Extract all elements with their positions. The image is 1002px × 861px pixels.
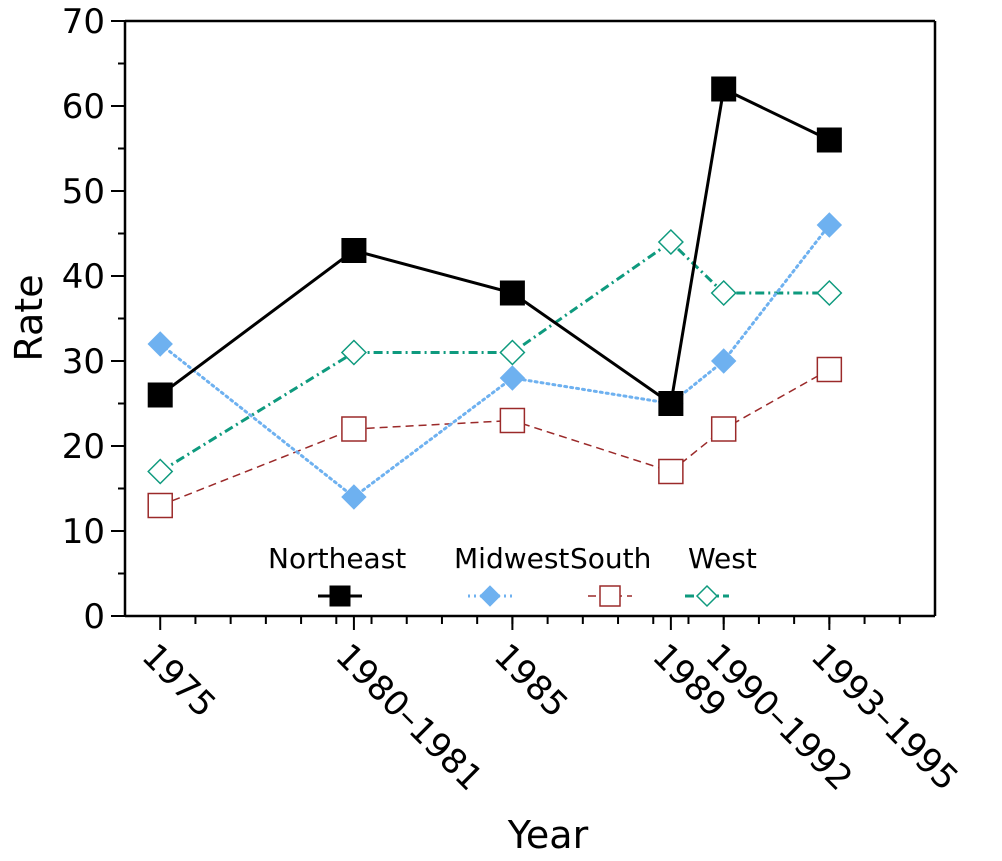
series-line xyxy=(159,240,830,473)
y-tick-label: 50 xyxy=(62,172,105,212)
legend-label-south: South xyxy=(570,542,651,575)
x-tick-label: 1985 xyxy=(486,636,575,725)
data-point xyxy=(711,76,737,102)
series-west xyxy=(147,228,843,485)
series-line xyxy=(158,223,831,499)
data-point xyxy=(329,585,351,607)
y-tick-label: 10 xyxy=(62,512,105,552)
legend-label-northeast: Northeast xyxy=(268,542,406,575)
data-point xyxy=(147,382,173,408)
series-line xyxy=(159,368,830,507)
y-axis-ticks: 0 10 20 30 40 50 60 70 xyxy=(62,2,125,637)
y-tick-label: 70 xyxy=(62,2,105,42)
series-line xyxy=(159,86,830,407)
data-point xyxy=(147,492,173,519)
data-point xyxy=(657,228,684,256)
data-point xyxy=(499,407,526,434)
data-point xyxy=(499,280,525,306)
series-group xyxy=(147,76,843,519)
data-point xyxy=(710,279,737,307)
x-tick-label: 1980–1981 xyxy=(328,636,491,799)
data-point xyxy=(816,356,843,383)
axes xyxy=(123,19,937,618)
y-tick-label: 30 xyxy=(62,342,105,382)
x-tick-label: 1975 xyxy=(134,636,223,725)
y-tick-label: 20 xyxy=(62,427,105,467)
legend-label-midwest: Midwest xyxy=(454,542,569,575)
data-point xyxy=(658,391,684,416)
data-point xyxy=(499,339,526,366)
data-point xyxy=(695,584,719,608)
data-point xyxy=(658,458,684,485)
series-northeast xyxy=(147,76,842,416)
data-point xyxy=(710,348,737,374)
data-point xyxy=(710,416,737,442)
data-point xyxy=(341,238,367,263)
data-point xyxy=(147,331,173,357)
legend: Northeast Midwest South West xyxy=(268,542,757,608)
data-point xyxy=(341,416,367,442)
data-point xyxy=(816,279,843,307)
y-tick-label: 40 xyxy=(62,257,105,297)
data-point xyxy=(479,585,501,607)
y-axis-label: Rate xyxy=(7,274,51,361)
legend-label-west: West xyxy=(688,542,757,575)
y-tick-label: 0 xyxy=(83,597,105,637)
data-point xyxy=(816,212,843,238)
data-point xyxy=(816,127,842,153)
x-axis-label: Year xyxy=(507,813,589,857)
y-tick-label: 60 xyxy=(62,87,105,127)
data-point xyxy=(599,585,621,607)
data-point xyxy=(147,458,174,485)
data-point xyxy=(499,365,526,391)
series-south xyxy=(147,356,843,519)
series-midwest xyxy=(147,212,843,510)
data-point xyxy=(340,339,367,366)
data-point xyxy=(341,484,367,510)
